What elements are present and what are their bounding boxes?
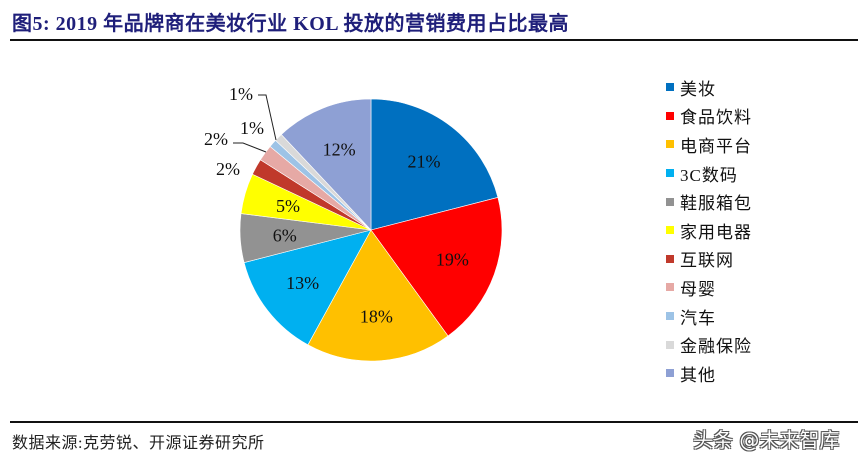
chart-legend: 美妆食品饮料电商平台 3C数码鞋服箱包家用电器互联网母婴汽车金融保险其他 <box>666 73 752 388</box>
legend-label: 金融保险 <box>680 337 752 357</box>
legend-label: 美妆 <box>680 79 716 99</box>
slice-percent-label: 18% <box>360 306 393 326</box>
slice-percent-label: 13% <box>286 273 319 293</box>
legend-item: 3C数码 <box>666 159 752 188</box>
legend-label: 家用电器 <box>680 222 752 242</box>
legend-swatch <box>666 312 674 321</box>
legend-swatch <box>666 254 674 263</box>
legend-label: 母婴 <box>680 279 716 299</box>
legend-item: 电商平台 <box>666 130 752 159</box>
legend-item: 金融保险 <box>666 330 752 359</box>
footer-rule-divider <box>10 421 858 423</box>
legend-item: 互联网 <box>666 245 752 274</box>
legend-swatch <box>666 83 674 92</box>
legend-swatch <box>666 111 674 120</box>
legend-swatch <box>666 283 674 292</box>
pie-slices <box>239 98 503 362</box>
watermark: 头条 @未来智库 <box>693 428 840 452</box>
slice-percent-label: 6% <box>273 225 297 245</box>
title-rule-divider <box>10 39 858 41</box>
pie-slice-10 <box>280 98 372 231</box>
leader-line-finance <box>258 94 277 141</box>
data-source-note: 数据来源:克劳锐、开源证券研究所 <box>12 435 265 452</box>
pie-slice-labels: 21% 19% 18% 13% 6% 5% 2% 2% 1% 1% 12% <box>204 84 469 326</box>
legend-item: 食品饮料 <box>666 102 752 131</box>
slice-percent-label: 12% <box>323 140 356 160</box>
legend-label: 电商平台 <box>680 136 752 156</box>
slice-percent-label: 1% <box>240 118 264 138</box>
figure-title: 图5: 2019 年品牌商在美妆行业 KOL 投放的营销费用占比最高 <box>12 13 570 35</box>
slice-percent-label: 21% <box>407 152 440 172</box>
legend-label: 食品饮料 <box>680 108 752 128</box>
legend-swatch <box>666 140 674 149</box>
legend-swatch <box>666 197 674 206</box>
legend-swatch <box>666 169 674 178</box>
legend-label: 3C数码 <box>680 165 738 185</box>
legend-label: 鞋服箱包 <box>680 194 752 214</box>
pie-slice-0 <box>370 98 499 231</box>
slice-percent-label: 2% <box>204 129 228 149</box>
pie-slice-1 <box>370 197 503 337</box>
slice-percent-label: 5% <box>276 196 300 216</box>
leader-line-maternal <box>233 142 267 153</box>
slice-percent-label: 19% <box>436 249 469 269</box>
legend-swatch <box>666 340 674 349</box>
pie-slice-3 <box>243 229 372 346</box>
legend-item: 美妆 <box>666 73 752 102</box>
legend-item: 鞋服箱包 <box>666 187 752 216</box>
pie-slice-2 <box>307 229 449 362</box>
slice-percent-label: 1% <box>229 84 253 104</box>
legend-item: 母婴 <box>666 273 752 302</box>
legend-item: 汽车 <box>666 302 752 331</box>
legend-swatch <box>666 369 674 378</box>
legend-item: 其他 <box>666 359 752 388</box>
legend-label: 其他 <box>680 365 716 385</box>
pie-leader-lines <box>233 94 277 153</box>
legend-label: 互联网 <box>680 251 734 271</box>
slice-percent-label: 2% <box>216 159 240 179</box>
legend-label: 汽车 <box>680 308 716 328</box>
legend-swatch <box>666 226 674 235</box>
legend-item: 家用电器 <box>666 216 752 245</box>
